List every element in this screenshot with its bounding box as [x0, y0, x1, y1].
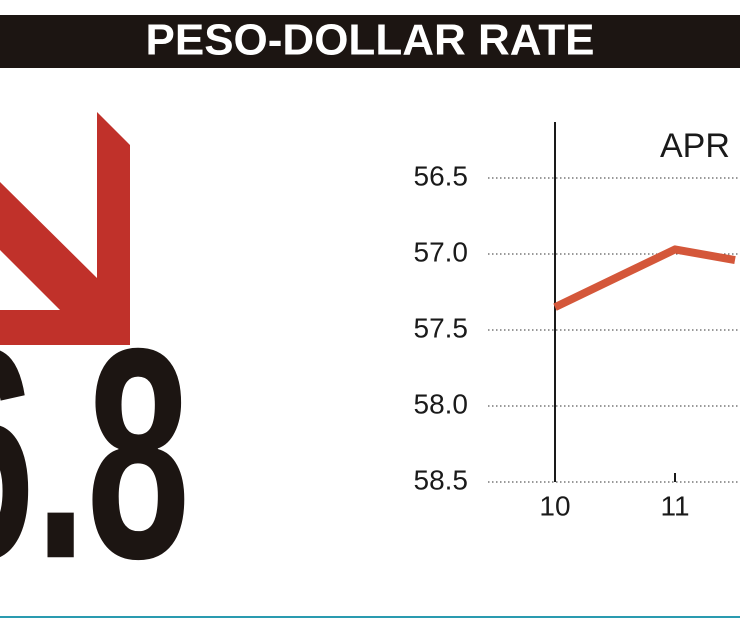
- title-banner: [0, 15, 740, 68]
- x-tick-label: 11: [660, 490, 689, 521]
- y-tick-label: 58.0: [414, 388, 469, 419]
- y-tick-label: 56.5: [414, 160, 469, 191]
- x-tick-label: 10: [539, 490, 570, 521]
- y-tick-label: 58.5: [414, 464, 469, 495]
- rate-line: [553, 245, 736, 311]
- annotation: APR: [660, 127, 730, 165]
- y-tick-label: 57.5: [414, 312, 469, 343]
- y-tick-label: 57.0: [414, 236, 469, 267]
- chart-title: PESO-DOLLAR RATE: [146, 16, 595, 65]
- headline-value: 56.8: [0, 286, 190, 619]
- down-arrow: [0, 112, 130, 345]
